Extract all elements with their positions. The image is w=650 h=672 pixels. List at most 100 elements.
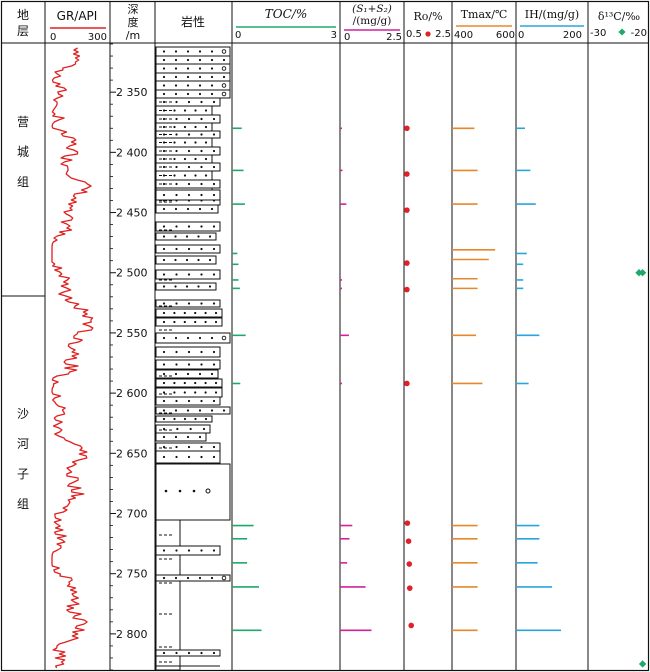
lith-dot xyxy=(200,225,203,228)
lith-dot xyxy=(162,363,166,366)
lith-dot xyxy=(174,235,177,238)
lith-dot xyxy=(198,576,202,580)
lith-dot xyxy=(210,92,214,96)
lith-dot xyxy=(162,258,166,262)
lith-dot xyxy=(162,75,166,79)
lith-dot xyxy=(210,372,214,376)
lith-dot xyxy=(210,58,214,62)
lith-dot xyxy=(175,117,178,121)
lith-dot xyxy=(162,247,166,251)
header-gr-title: GR/API xyxy=(57,9,98,23)
gr-curve xyxy=(51,47,94,669)
lith-dot xyxy=(214,311,218,315)
lith-dot xyxy=(212,193,216,197)
formation-char: 营 xyxy=(17,115,29,129)
lith-dot xyxy=(212,302,216,305)
lith-dot xyxy=(186,92,190,96)
lith-pebble xyxy=(221,335,227,341)
d13c-track xyxy=(635,269,647,668)
lith-dot xyxy=(162,207,166,211)
lith-dot xyxy=(176,427,179,431)
lith-dot xyxy=(210,75,214,79)
header-formation-char-2: 层 xyxy=(17,24,29,38)
lith-dot xyxy=(212,149,216,153)
lith-dot xyxy=(204,381,207,385)
ro-point xyxy=(406,585,413,591)
header-toc-max: 3 xyxy=(331,30,337,41)
lith-box xyxy=(155,89,231,99)
lith-dot xyxy=(187,273,191,276)
lith-dot xyxy=(175,247,178,251)
lith-dot xyxy=(183,174,187,177)
lith-dot xyxy=(187,445,191,449)
lith-dot xyxy=(194,320,197,324)
header-ro-legend-dot xyxy=(425,31,431,37)
lith-box xyxy=(155,72,231,82)
lith-dot xyxy=(185,235,189,238)
lith-dot xyxy=(162,651,166,655)
lith-dot xyxy=(197,258,200,262)
lith-dot xyxy=(204,157,208,161)
lith-dot xyxy=(186,75,190,79)
gr-track xyxy=(51,47,94,669)
lith-box xyxy=(155,432,207,442)
lith-dot xyxy=(186,409,190,412)
header-gr-min: 0 xyxy=(50,32,56,43)
lith-dot xyxy=(200,651,203,655)
header-ih-min: 0 xyxy=(518,30,524,41)
header-d13c-max: -20 xyxy=(631,28,647,39)
ro-point xyxy=(404,286,410,293)
depth-tick-label: 2 500 xyxy=(116,267,148,280)
lith-dot xyxy=(162,549,166,552)
lith-dot xyxy=(204,125,208,129)
ih-track xyxy=(516,127,561,632)
lith-dot xyxy=(187,455,191,459)
lith-dot xyxy=(175,133,178,136)
lith-dot xyxy=(200,117,203,121)
lith-dot xyxy=(162,58,166,62)
lith-dot xyxy=(194,125,197,129)
lith-dot xyxy=(185,258,189,262)
lithology-track xyxy=(155,46,231,671)
lith-dot xyxy=(187,149,191,153)
lith-dot xyxy=(198,336,202,340)
lith-dot xyxy=(202,427,206,431)
lith-dot xyxy=(187,350,191,354)
lith-dot xyxy=(212,455,216,459)
lith-pebble xyxy=(205,488,211,494)
lith-dot xyxy=(162,372,166,376)
lith-dot xyxy=(173,417,176,421)
lith-dot xyxy=(198,409,202,412)
lith-dot xyxy=(175,273,178,276)
lith-dot xyxy=(186,336,190,340)
lith-box xyxy=(155,387,223,398)
lith-dot xyxy=(162,435,166,439)
header-depth-char-2: 度 xyxy=(128,15,139,29)
lith-dot xyxy=(173,391,176,394)
lith-dot xyxy=(186,576,190,580)
lith-pebble xyxy=(221,49,227,54)
lith-box xyxy=(155,332,231,344)
lith-dot xyxy=(162,50,166,53)
lith-dot xyxy=(222,75,226,79)
lith-dot xyxy=(204,417,208,421)
lith-dot xyxy=(200,445,203,449)
lith-dot xyxy=(194,141,197,144)
lith-dot xyxy=(175,225,178,228)
lith-dot xyxy=(175,350,178,354)
lith-box xyxy=(155,308,223,318)
formation-char: 组 xyxy=(17,175,29,189)
lith-dot xyxy=(200,165,203,169)
lith-dot xyxy=(214,320,218,324)
depth-tick-label: 2 400 xyxy=(116,146,148,159)
lith-dot xyxy=(212,350,216,354)
formation-char: 沙 xyxy=(17,407,29,421)
lith-dot xyxy=(212,247,216,251)
lith-dot xyxy=(187,302,191,305)
header-depth-char-1: 深 xyxy=(128,3,139,16)
d13c-point xyxy=(638,660,647,668)
lith-dot xyxy=(198,50,202,53)
lith-dot xyxy=(174,258,177,262)
lith-dot xyxy=(162,235,166,238)
